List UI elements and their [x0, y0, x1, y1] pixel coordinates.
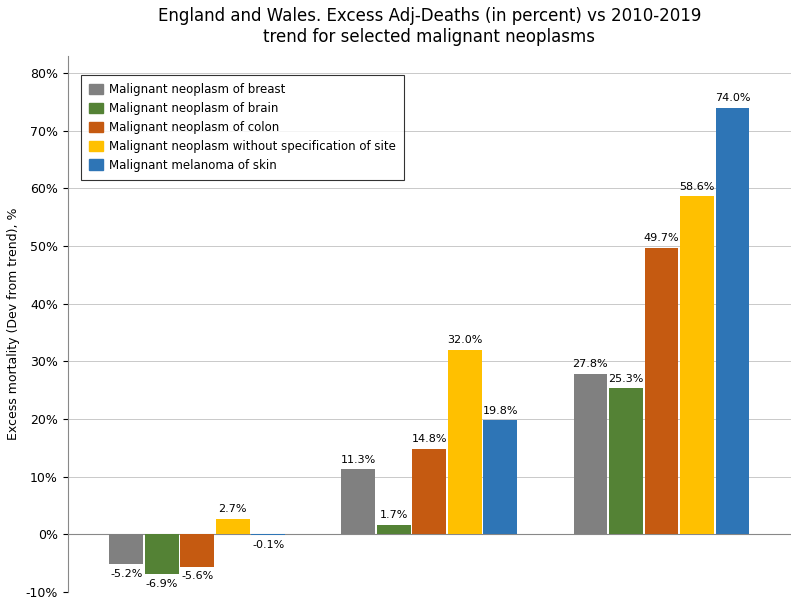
Text: -5.6%: -5.6% — [181, 571, 213, 582]
Text: 11.3%: 11.3% — [341, 455, 376, 464]
Bar — [716, 107, 749, 534]
Bar — [180, 534, 214, 567]
Bar — [448, 350, 482, 534]
Text: 1.7%: 1.7% — [380, 510, 408, 520]
Bar — [484, 420, 517, 534]
Title: England and Wales. Excess Adj-Deaths (in percent) vs 2010-2019
trend for selecte: England and Wales. Excess Adj-Deaths (in… — [158, 7, 701, 46]
Text: -5.2%: -5.2% — [110, 569, 143, 579]
Text: 2.7%: 2.7% — [219, 504, 247, 514]
Legend: Malignant neoplasm of breast, Malignant neoplasm of brain, Malignant neoplasm of: Malignant neoplasm of breast, Malignant … — [81, 75, 405, 180]
Text: 49.7%: 49.7% — [643, 233, 679, 243]
Bar — [413, 449, 446, 534]
Bar — [645, 248, 678, 534]
Text: 19.8%: 19.8% — [483, 405, 518, 416]
Bar — [216, 519, 250, 534]
Bar — [109, 534, 143, 565]
Text: 27.8%: 27.8% — [573, 359, 608, 370]
Text: 58.6%: 58.6% — [679, 181, 714, 192]
Text: 32.0%: 32.0% — [447, 335, 483, 345]
Bar — [574, 374, 607, 534]
Bar — [680, 197, 713, 534]
Bar — [145, 534, 179, 574]
Bar — [377, 524, 411, 534]
Text: 25.3%: 25.3% — [608, 374, 643, 384]
Bar — [342, 469, 375, 534]
Y-axis label: Excess mortality (Dev from trend), %: Excess mortality (Dev from trend), % — [7, 208, 20, 440]
Text: -6.9%: -6.9% — [145, 579, 178, 589]
Text: 74.0%: 74.0% — [715, 93, 750, 103]
Text: 14.8%: 14.8% — [412, 435, 447, 444]
Bar — [609, 388, 642, 534]
Text: -0.1%: -0.1% — [252, 540, 284, 549]
